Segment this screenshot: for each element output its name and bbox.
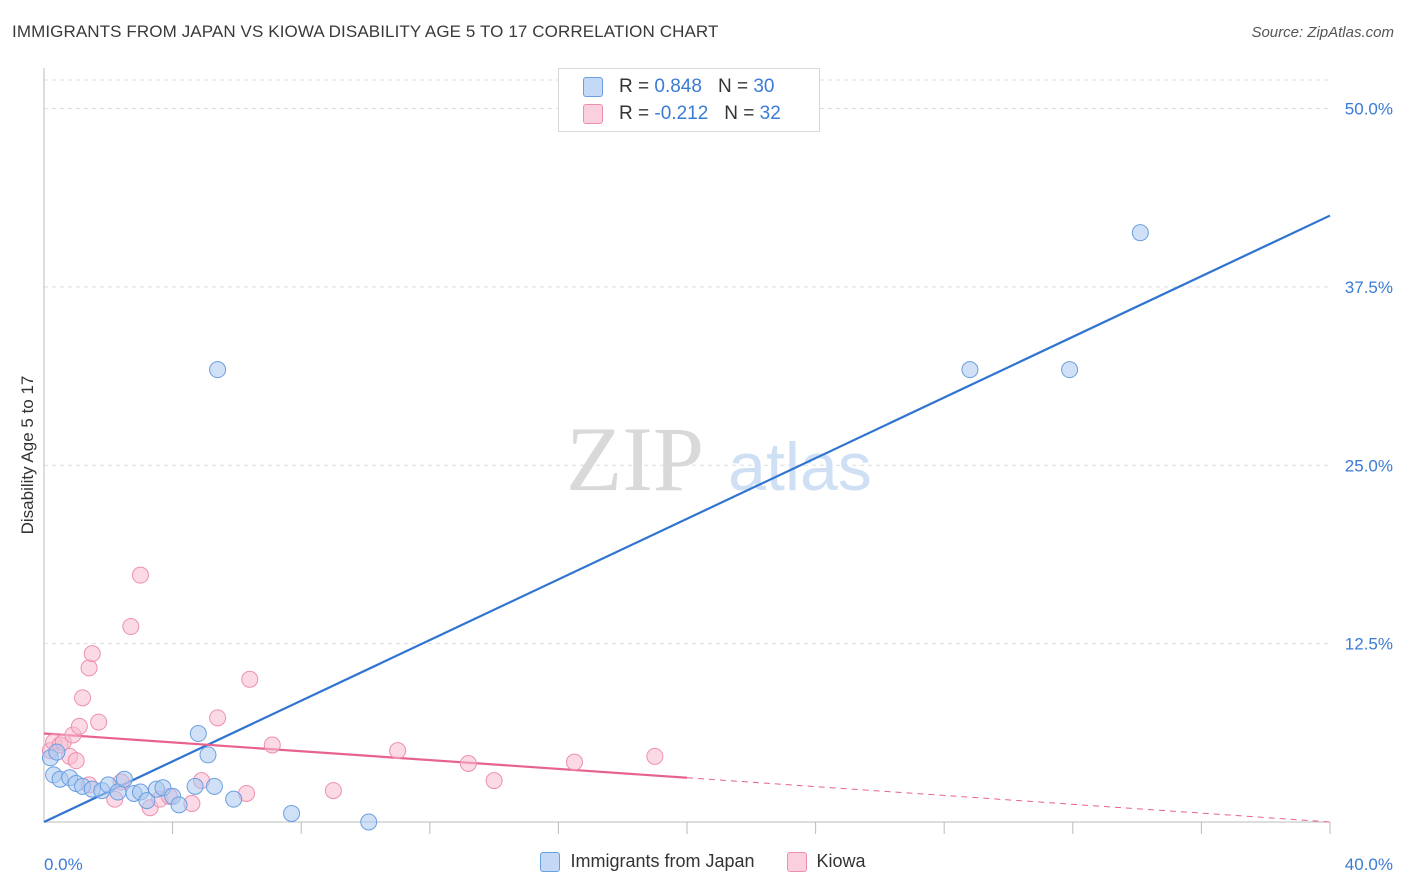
kiowa-trend-extension: [686, 777, 1331, 823]
x-tick-label: 40.0%: [1345, 855, 1393, 874]
watermark-atlas: atlas: [728, 429, 872, 505]
r-label: R =: [619, 103, 650, 124]
axes-layer: [43, 68, 1331, 834]
n-value-japan: 30: [753, 76, 775, 97]
kiowa-point: [83, 645, 101, 663]
kiowa-point: [646, 747, 664, 765]
chart-title: IMMIGRANTS FROM JAPAN VS KIOWA DISABILIT…: [12, 22, 719, 41]
kiowa-point: [459, 754, 477, 772]
japan-trend-line: [43, 214, 1331, 823]
n-label: N =: [717, 76, 749, 97]
trend-layer: [43, 214, 1331, 823]
japan-point: [360, 813, 378, 831]
legend-item-japan[interactable]: Immigrants from Japan: [540, 851, 755, 872]
kiowa-swatch: [583, 104, 603, 124]
kiowa-point: [74, 689, 92, 707]
r-label: R =: [619, 76, 650, 97]
kiowa-trend-line: [43, 732, 688, 779]
y-tick-label: 50.0%: [1345, 100, 1393, 119]
kiowa-point: [263, 736, 281, 754]
y-tick-label: 12.5%: [1345, 635, 1393, 654]
y-tick-label: 25.0%: [1345, 456, 1393, 475]
grid-layer: [44, 79, 1330, 645]
kiowa-point: [90, 713, 108, 731]
kiowa-point: [565, 753, 583, 771]
legend-label-japan: Immigrants from Japan: [570, 851, 755, 871]
kiowa-legend-swatch: [786, 851, 807, 872]
japan-point: [225, 790, 243, 808]
r-value-kiowa: -0.212: [654, 103, 709, 124]
points-layer: [41, 224, 1149, 831]
legend-label-kiowa: Kiowa: [816, 851, 866, 871]
kiowa-point: [131, 566, 149, 584]
series-legend: Immigrants from Japan Kiowa: [0, 851, 1406, 872]
kiowa-point: [122, 618, 140, 636]
japan-point: [199, 746, 217, 764]
legend-item-kiowa[interactable]: Kiowa: [786, 851, 866, 872]
japan-swatch: [583, 77, 603, 97]
japan-point: [138, 792, 156, 810]
kiowa-point: [70, 717, 88, 735]
watermark-zip: ZIP: [566, 408, 704, 510]
n-value-kiowa: 32: [759, 103, 781, 124]
kiowa-point: [485, 772, 503, 790]
source-label: Source: ZipAtlas.com: [1251, 24, 1394, 41]
correlation-legend: R = 0.848 N = 30 R = -0.212 N = 32: [558, 68, 820, 132]
legend-row-kiowa: R = -0.212 N = 32: [583, 100, 781, 128]
kiowa-point: [324, 782, 342, 800]
japan-legend-swatch: [540, 851, 561, 872]
japan-point: [170, 796, 188, 814]
japan-point: [1131, 224, 1149, 242]
x-tick-label: 0.0%: [44, 855, 83, 874]
legend-row-japan: R = 0.848 N = 30: [583, 73, 774, 101]
japan-point: [205, 777, 223, 795]
tick-labels-layer: 12.5% 25.0% 37.5% 50.0% 0.0% 40.0%: [44, 100, 1393, 874]
japan-point: [961, 361, 979, 379]
japan-point: [1061, 361, 1079, 379]
kiowa-point: [209, 709, 227, 727]
japan-point: [283, 804, 301, 822]
kiowa-point: [389, 742, 407, 760]
japan-point: [48, 743, 66, 761]
japan-point: [189, 725, 207, 743]
n-label: N =: [724, 103, 755, 124]
japan-point: [115, 770, 133, 788]
japan-point: [186, 777, 204, 795]
r-value-japan: 0.848: [654, 76, 702, 97]
japan-point: [209, 361, 227, 379]
y-tick-label: 37.5%: [1345, 278, 1393, 297]
kiowa-point: [67, 752, 85, 770]
kiowa-point: [80, 659, 98, 677]
kiowa-point: [241, 670, 259, 688]
